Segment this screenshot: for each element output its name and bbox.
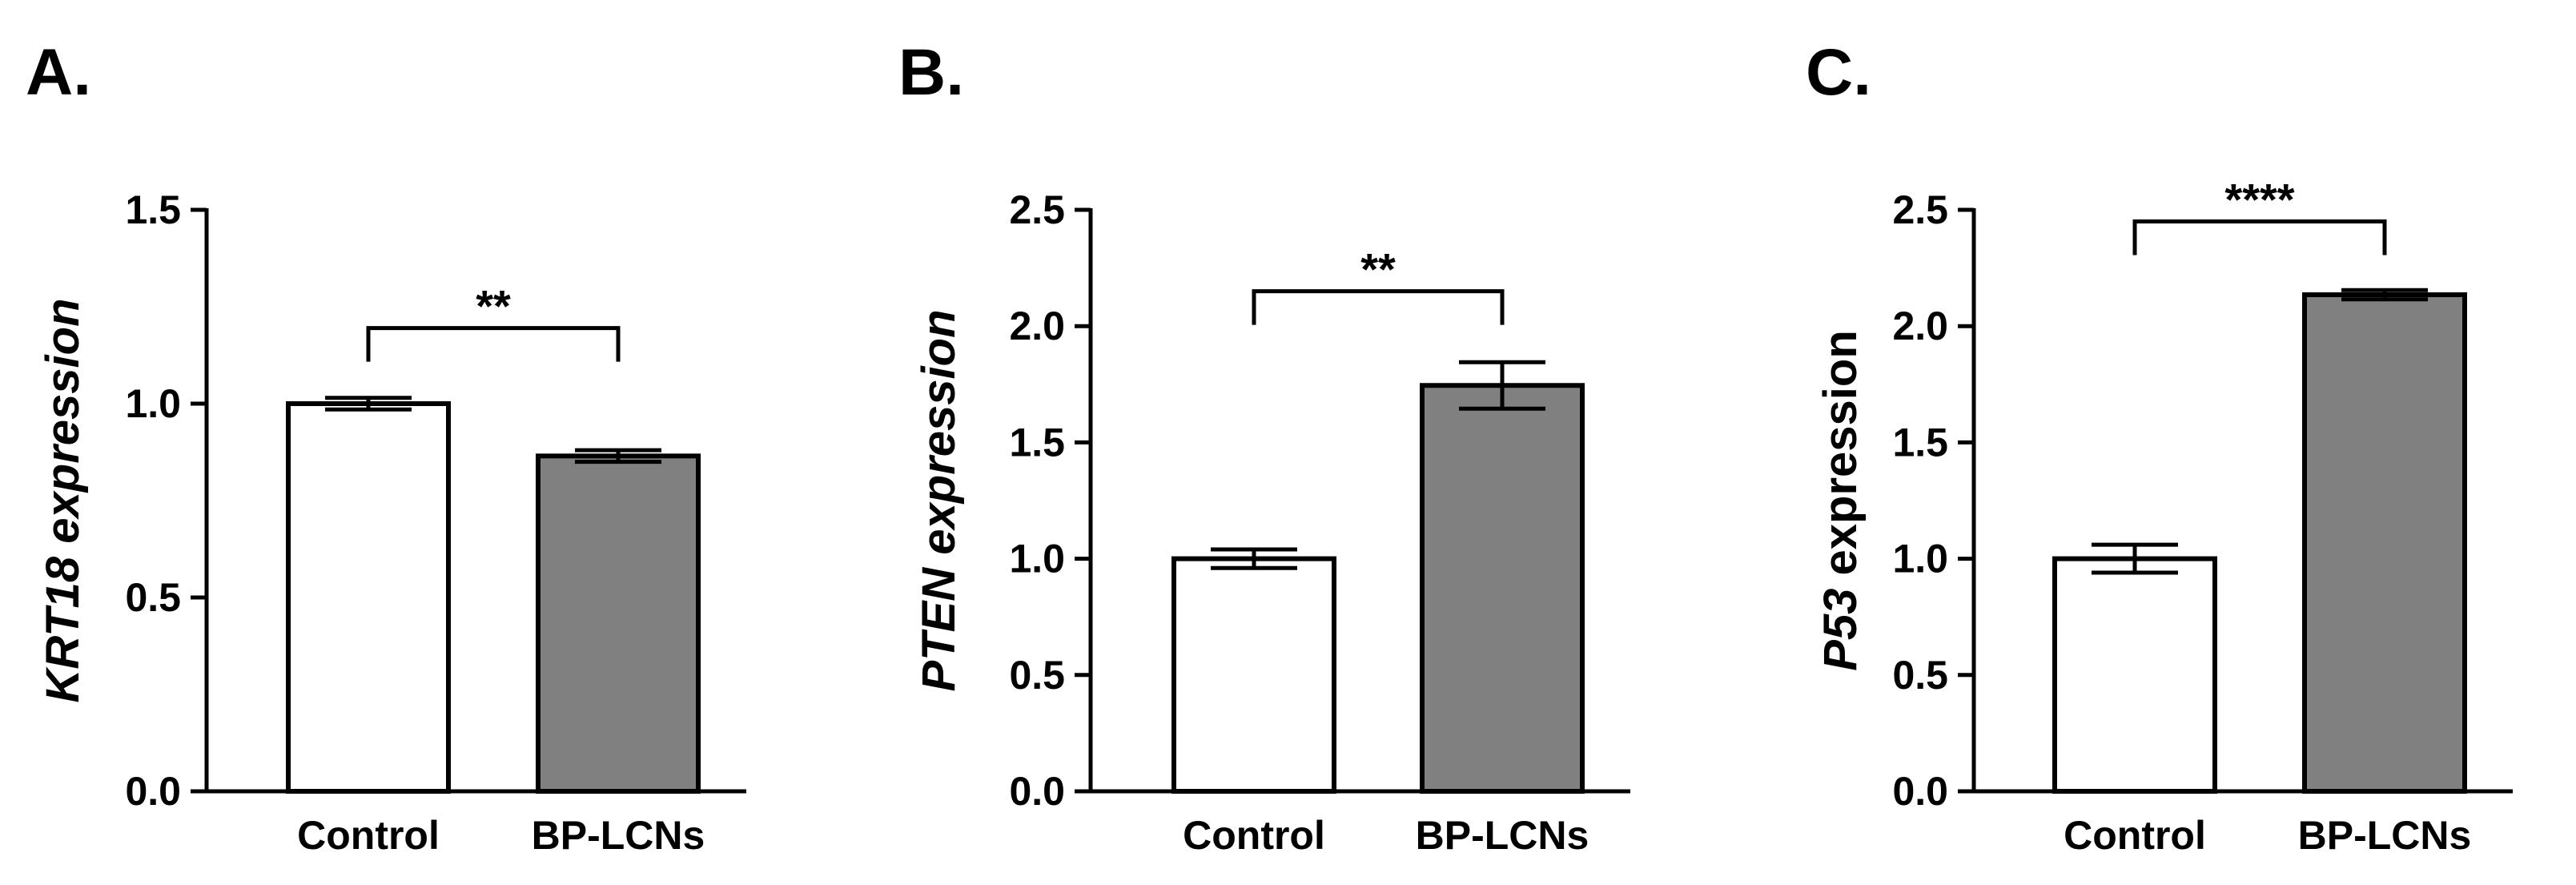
- significance-label: ****: [2224, 175, 2294, 225]
- bar-bp-lcns: [2302, 292, 2467, 794]
- y-tick-label: 1.0: [1009, 537, 1065, 581]
- y-tick-label: 0.5: [125, 575, 181, 620]
- x-category-label: Control: [2064, 813, 2206, 858]
- bar-bp-lcns: [1420, 383, 1585, 794]
- y-tick-label: 2.0: [1892, 304, 1948, 348]
- y-tick-label: 1.5: [125, 187, 181, 232]
- y-tick-label: 2.5: [1892, 187, 1948, 232]
- y-tick-label: 1.5: [1009, 420, 1065, 465]
- y-tick-label: 0.5: [1892, 653, 1948, 698]
- y-axis-label-gene: PTEN: [913, 567, 965, 692]
- chart-panel-3: C. 0.0 0.5 1.0 1.5 2.0 2.5 P53 expression Contro…: [1806, 36, 2513, 858]
- x-category-label: Control: [1183, 813, 1325, 858]
- panel-letter: B.: [898, 36, 964, 109]
- x-category-label: Control: [297, 813, 440, 858]
- error-bar: [325, 396, 412, 412]
- bar-control: [1171, 556, 1336, 794]
- significance-label: **: [1360, 244, 1396, 295]
- y-axis-label-rest: expression: [37, 298, 89, 556]
- significance-bracket: [366, 326, 621, 362]
- error-bar: [2341, 288, 2428, 302]
- y-tick-label: 2.5: [1009, 187, 1065, 232]
- y-tick-label: 0.0: [125, 769, 181, 814]
- y-tick-label: 0.5: [1009, 653, 1065, 698]
- panel-letter: A.: [26, 36, 91, 109]
- error-bar: [1211, 547, 1297, 570]
- significance-bracket: [2132, 219, 2387, 255]
- y-axis-label: KRT18 expression: [37, 298, 89, 702]
- x-category-label: BP-LCNs: [1416, 813, 1589, 858]
- panel-letter: C.: [1806, 36, 1871, 109]
- y-axis-label-rest: expression: [913, 309, 965, 567]
- significance-bracket: [1252, 289, 1505, 325]
- error-bar: [1459, 360, 1545, 411]
- error-bar: [2092, 542, 2178, 575]
- bar-bp-lcns: [536, 453, 701, 794]
- y-axis-label-gene: P53: [1814, 589, 1867, 671]
- bar-control: [2052, 556, 2217, 794]
- chart-panel-1: A. 0.0 0.5 1.0 1.5 KRT18 expression Control BP-…: [26, 36, 746, 858]
- y-tick-label: 2.0: [1009, 304, 1065, 348]
- significance-label: **: [476, 281, 511, 332]
- y-axis-label-gene: KRT18: [37, 556, 89, 702]
- y-axis-label-rest: expression: [1814, 330, 1867, 588]
- y-tick-label: 1.0: [1892, 537, 1948, 581]
- y-tick-label: 1.5: [1892, 420, 1948, 465]
- error-bar: [575, 448, 661, 465]
- y-tick-label: 0.0: [1892, 769, 1948, 814]
- y-tick-label: 1.0: [125, 381, 181, 426]
- x-category-label: BP-LCNs: [2298, 813, 2472, 858]
- x-category-label: BP-LCNs: [532, 813, 705, 858]
- y-tick-label: 0.0: [1009, 769, 1065, 814]
- y-axis-label: PTEN expression: [913, 309, 965, 691]
- bar-control: [286, 401, 451, 794]
- chart-panel-2: B. 0.0 0.5 1.0 1.5 2.0 2.5 PTEN expression Contr…: [898, 36, 1630, 858]
- y-axis-label: P53 expression: [1814, 330, 1867, 671]
